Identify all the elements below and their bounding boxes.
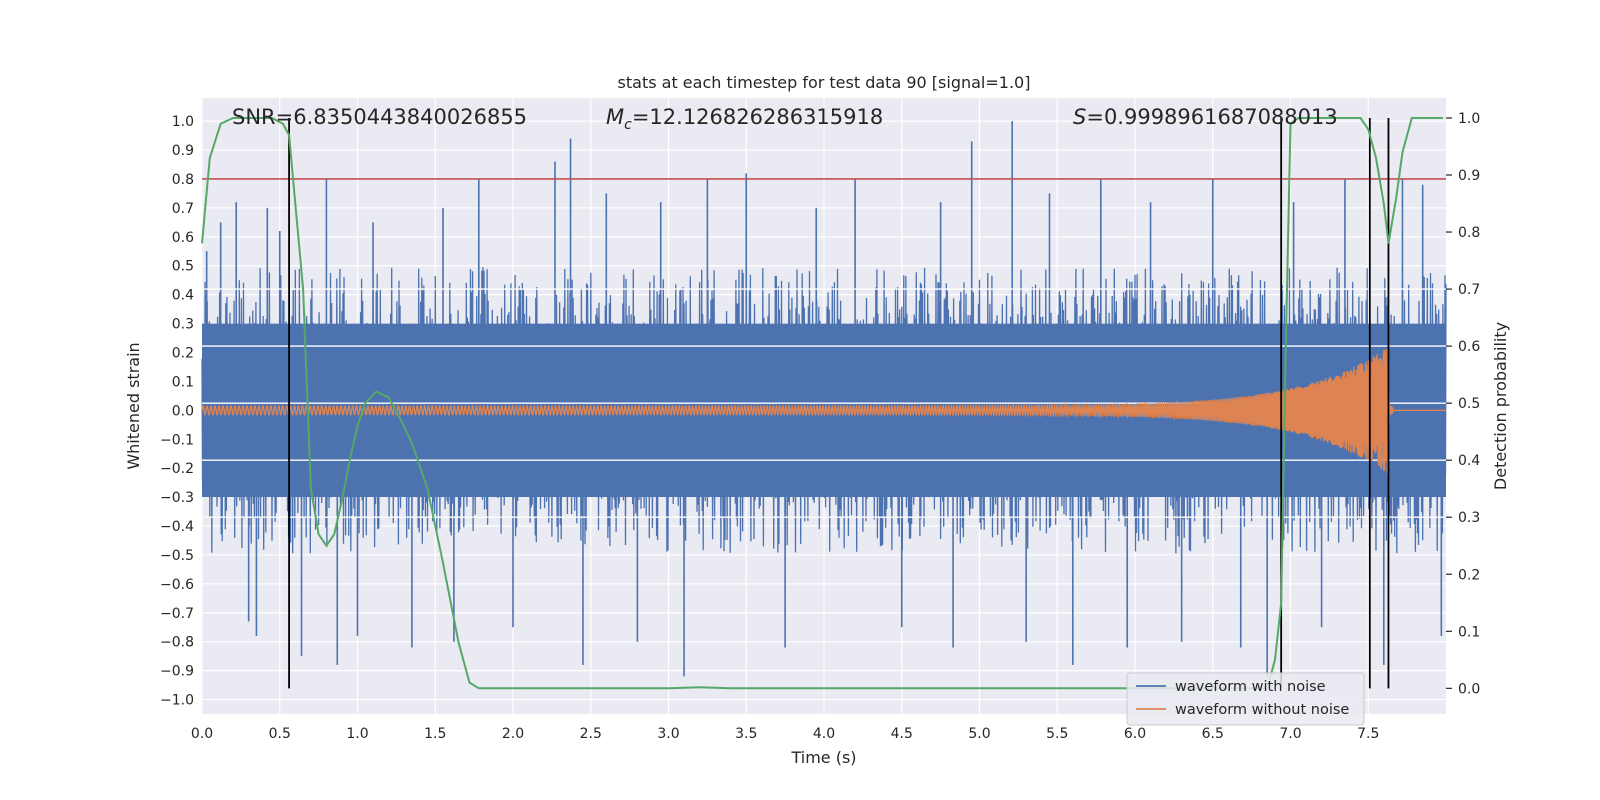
snr-stat: SNR=6.8350443840026855 (232, 105, 527, 129)
y2-tick-label: 0.3 (1458, 510, 1480, 526)
x-tick-label: 7.0 (1279, 726, 1301, 742)
y2-tick-label: 0.7 (1458, 282, 1480, 298)
chirp-mass-subscript: c (624, 117, 632, 133)
x-tick-label: 2.5 (580, 726, 602, 742)
y-tick-label: 0.5 (172, 259, 194, 275)
y-tick-label: −0.7 (160, 606, 194, 622)
x-tick-label: 3.5 (735, 726, 757, 742)
chirp-mass-value: =12.126826286315918 (632, 105, 883, 129)
y-tick-label: −0.9 (160, 664, 194, 680)
y-tick-label: 0.0 (172, 403, 194, 419)
y2-tick-label: 0.4 (1458, 453, 1480, 469)
y-tick-label: 0.4 (172, 288, 194, 304)
x-axis-label: Time (s) (790, 748, 856, 767)
y-tick-label: 0.2 (172, 345, 194, 361)
y-tick-label: 0.6 (172, 230, 194, 246)
y-tick-label: 0.1 (172, 374, 194, 390)
y-tick-label: −0.5 (160, 548, 194, 564)
y2-tick-label: 1.0 (1458, 111, 1480, 127)
y2-tick-label: 0.2 (1458, 567, 1480, 583)
chirp-mass-symbol: M (606, 105, 624, 129)
probability-series (201, 117, 1443, 690)
y-axis-label-right: Detection probability (1491, 322, 1510, 490)
y-axis-right: 1.0 0.9 0.8 0.7 0.6 0.5 0.4 0.3 0.2 0.1 0.0 (1446, 111, 1480, 697)
x-tick-label: 4.0 (813, 726, 835, 742)
y2-tick-label: 0.0 (1458, 681, 1480, 697)
chart-title: stats at each timestep for test data 90 … (618, 73, 1031, 92)
legend-box (1126, 672, 1365, 726)
x-tick-label: 0.0 (191, 726, 213, 742)
y-tick-label: −0.8 (160, 635, 194, 651)
y-tick-label: 1.0 (172, 114, 194, 130)
x-tick-label: 6.5 (1202, 726, 1224, 742)
y-tick-label: −0.3 (160, 490, 194, 506)
significance-symbol: S (1073, 105, 1086, 129)
significance-value: =0.9998961687088013 (1086, 105, 1337, 129)
clean-waveform-line (201, 348, 1446, 474)
legend: waveform with noise waveform without noi… (1126, 672, 1365, 726)
y-tick-label: −0.4 (160, 519, 194, 535)
x-tick-label: 7.5 (1357, 726, 1379, 742)
x-tick-label: 4.5 (891, 726, 913, 742)
y-tick-label: 0.7 (172, 201, 194, 217)
clean-waveform-series (201, 348, 1446, 474)
y-tick-label: 0.8 (172, 172, 194, 188)
y-tick-label: −0.2 (160, 461, 194, 477)
x-tick-label: 2.0 (502, 726, 524, 742)
legend-label-noisy: waveform with noise (1175, 679, 1326, 695)
x-tick-label: 1.0 (346, 726, 368, 742)
x-tick-label: 5.5 (1046, 726, 1068, 742)
y-tick-label: −0.1 (160, 432, 194, 448)
x-tick-label: 5.0 (968, 726, 990, 742)
y2-tick-label: 0.5 (1458, 396, 1480, 412)
x-axis: 0.0 0.5 1.0 1.5 2.0 2.5 3.0 3.5 4.0 4.5 5.0 5.5 6.0 6… (191, 726, 1380, 742)
y-tick-label: 0.9 (172, 143, 194, 159)
y-tick-label: −0.6 (160, 577, 194, 593)
y-tick-label: −1.0 (160, 693, 194, 709)
y2-tick-label: 0.1 (1458, 624, 1480, 640)
y2-tick-label: 0.9 (1458, 168, 1480, 184)
x-tick-label: 1.5 (424, 726, 446, 742)
chirp-mass-stat: Mc=12.126826286315918 (606, 105, 883, 133)
significance-stat: S=0.9998961687088013 (1073, 105, 1338, 129)
y-tick-label: 0.3 (172, 317, 194, 333)
y-axis-left: 1.0 0.9 0.8 0.7 0.6 0.5 0.4 0.3 0.2 0.1 0.0 −0.1 −0.… (160, 114, 194, 708)
x-tick-label: 3.0 (657, 726, 679, 742)
y2-tick-label: 0.8 (1458, 225, 1480, 241)
legend-label-clean: waveform without noise (1175, 702, 1349, 718)
y2-tick-label: 0.6 (1458, 339, 1480, 355)
x-tick-label: 6.0 (1124, 726, 1146, 742)
y-axis-label-left: Whitened strain (124, 342, 143, 469)
x-tick-label: 0.5 (269, 726, 291, 742)
probability-line (201, 117, 1443, 690)
